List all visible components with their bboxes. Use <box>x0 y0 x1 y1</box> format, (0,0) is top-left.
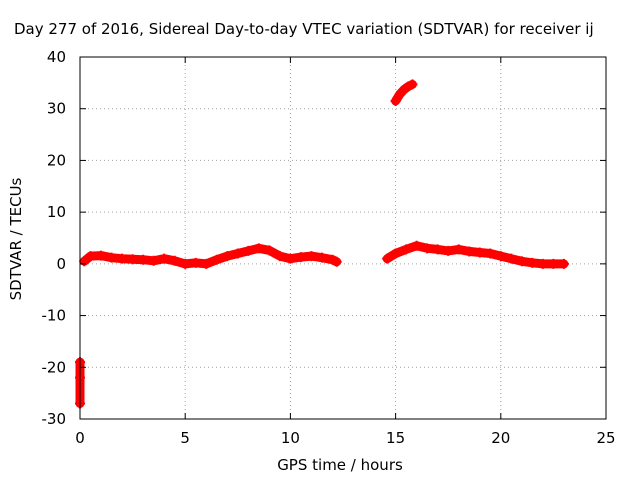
data-point <box>106 252 117 263</box>
data-point <box>558 258 569 269</box>
data-point <box>443 245 454 256</box>
plot-frame <box>79 56 607 420</box>
data-point <box>527 257 538 268</box>
data-point <box>253 243 264 254</box>
data-point <box>222 251 233 262</box>
x-tick-label: 20 <box>491 429 510 447</box>
x-tick-label: 5 <box>180 429 190 447</box>
data-point <box>79 256 90 267</box>
data-point <box>295 252 306 263</box>
data-point <box>411 240 422 251</box>
data-point <box>180 258 191 269</box>
data-point <box>432 244 443 255</box>
data-point <box>190 257 201 268</box>
series-segment <box>382 240 569 269</box>
data-point <box>390 248 401 259</box>
data-point <box>211 254 222 265</box>
x-tick-label: 10 <box>281 429 300 447</box>
x-tick-label: 15 <box>386 429 405 447</box>
y-axis-label: SDTVAR / TECUs <box>7 177 25 300</box>
data-point <box>274 251 285 262</box>
series-segment <box>79 243 342 269</box>
data-point <box>243 245 254 256</box>
y-tick-label: 0 <box>56 255 66 273</box>
data-point <box>201 258 212 269</box>
data-point <box>401 244 412 255</box>
data-point <box>548 258 559 269</box>
y-tick-label: -30 <box>42 410 67 428</box>
data-point <box>127 254 138 265</box>
data-point <box>495 251 506 262</box>
data-point <box>159 253 170 264</box>
chart-title: Day 277 of 2016, Sidereal Day-to-day VTE… <box>14 20 594 38</box>
data-point <box>232 248 243 259</box>
data-point <box>506 253 517 264</box>
data-point <box>96 250 107 261</box>
data-point <box>516 256 527 267</box>
data-point <box>485 248 496 259</box>
data-point <box>316 252 327 263</box>
data-point <box>382 253 393 264</box>
y-tick-label: 20 <box>47 151 66 169</box>
data-point <box>117 253 128 264</box>
data-points <box>75 79 569 409</box>
y-tick-label: 30 <box>47 100 66 118</box>
y-axis-ticks: -30 -20 -10 0 10 20 30 40 <box>42 48 606 428</box>
data-point <box>390 95 401 106</box>
grid <box>80 57 606 419</box>
data-point <box>264 245 275 256</box>
data-point <box>138 254 149 265</box>
data-point <box>474 247 485 258</box>
y-tick-label: 10 <box>47 203 66 221</box>
data-point <box>407 79 418 90</box>
x-axis-ticks: 0 5 10 15 20 25 <box>75 57 616 447</box>
x-tick-label: 0 <box>75 429 85 447</box>
x-tick-label: 25 <box>596 429 615 447</box>
data-band <box>382 241 569 269</box>
data-point <box>148 255 159 266</box>
data-point <box>453 244 464 255</box>
y-tick-label: -10 <box>42 307 67 325</box>
series-segment <box>390 79 418 106</box>
y-tick-label: 40 <box>47 48 66 66</box>
data-point <box>85 251 96 262</box>
x-axis-label: GPS time / hours <box>277 456 403 474</box>
data-point <box>422 243 433 254</box>
data-point <box>464 246 475 257</box>
data-point <box>169 255 180 266</box>
data-point <box>537 258 548 269</box>
data-point <box>306 251 317 262</box>
y-tick-label: -20 <box>42 358 67 376</box>
data-point <box>285 253 296 264</box>
data-point <box>331 256 342 267</box>
